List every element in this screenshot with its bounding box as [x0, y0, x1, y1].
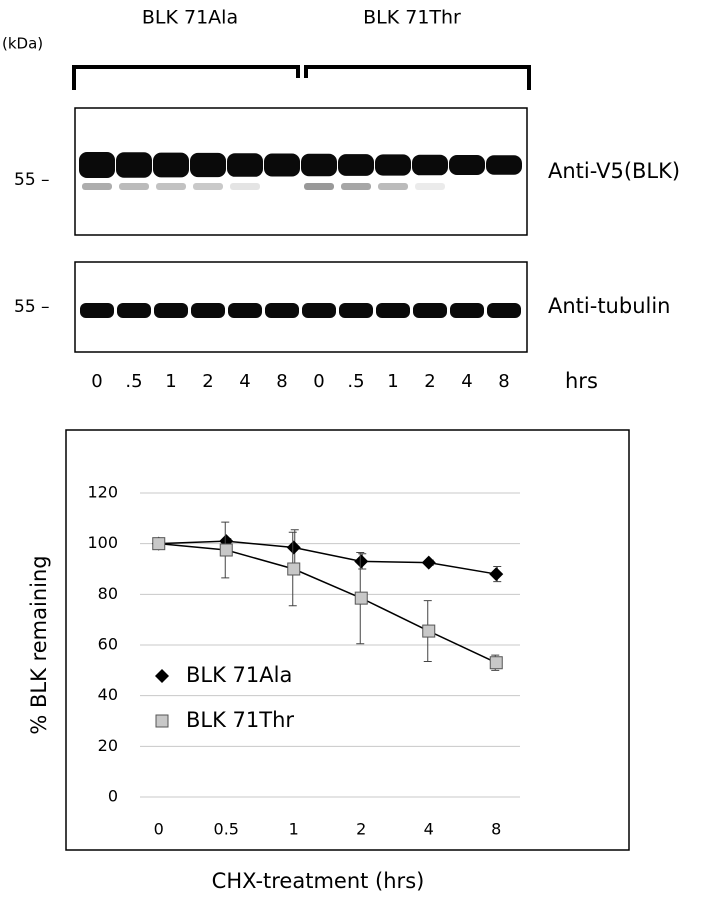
band	[117, 303, 151, 318]
band	[227, 153, 263, 177]
lane-label: 2	[202, 371, 213, 392]
lane-label: .5	[125, 371, 142, 392]
lane-label: 1	[387, 371, 398, 392]
marker-label: 55 –	[14, 297, 50, 317]
point	[422, 624, 436, 638]
y-tick-label: 80	[98, 584, 118, 603]
legend-marker	[155, 669, 169, 683]
band	[154, 303, 188, 318]
band	[80, 303, 114, 318]
band	[450, 303, 484, 318]
lane-label: .5	[347, 371, 364, 392]
band	[190, 152, 226, 178]
x-tick-label: 1	[289, 820, 299, 839]
x-tick-label: 0	[154, 820, 164, 839]
band	[486, 155, 522, 175]
line	[158, 542, 497, 664]
band	[412, 154, 448, 176]
point	[286, 540, 301, 555]
band	[191, 303, 225, 318]
antibody-label: Anti-tubulin	[548, 294, 670, 318]
lane-label: 4	[239, 371, 250, 392]
point	[354, 591, 368, 605]
y-tick-label: 20	[98, 736, 118, 755]
band	[116, 152, 152, 178]
y-axis-label: % BLK remaining	[27, 555, 51, 734]
band	[228, 303, 262, 318]
point	[489, 656, 503, 670]
chart-frame	[65, 429, 630, 851]
band	[375, 154, 411, 176]
band-faint	[415, 183, 445, 190]
point	[421, 555, 436, 570]
band	[79, 152, 115, 178]
lane-label: 2	[424, 371, 435, 392]
point	[219, 543, 233, 557]
marker-label: 55 –	[14, 170, 50, 190]
unit-label: (kDa)	[2, 35, 43, 53]
lane-label: 8	[498, 371, 509, 392]
line	[158, 540, 497, 575]
lane-label: 0	[91, 371, 102, 392]
x-axis-label: CHX-treatment (hrs)	[212, 869, 425, 893]
lane-label: 8	[276, 371, 287, 392]
x-tick-label: 4	[424, 820, 434, 839]
band	[338, 154, 374, 176]
band	[339, 303, 373, 318]
band	[302, 303, 336, 318]
band	[376, 303, 410, 318]
group-label: BLK 71Thr	[363, 7, 461, 29]
band-faint	[378, 183, 408, 190]
lane-label: 4	[461, 371, 472, 392]
band-faint	[230, 183, 260, 190]
antibody-label: Anti-V5(BLK)	[548, 159, 680, 183]
point	[489, 567, 504, 582]
x-tick-label: 2	[356, 820, 366, 839]
band	[413, 303, 447, 318]
x-tick-label: 0.5	[214, 820, 239, 839]
point	[152, 537, 166, 551]
band	[487, 303, 521, 318]
y-tick-label: 40	[98, 685, 118, 704]
lane-label: 1	[165, 371, 176, 392]
legend-label: BLK 71Thr	[186, 708, 294, 732]
band-faint	[341, 183, 371, 190]
group-label: BLK 71Ala	[142, 7, 238, 29]
x-tick-label: 8	[491, 820, 501, 839]
bracket	[72, 65, 531, 90]
band-faint	[304, 183, 334, 190]
band-faint	[156, 183, 186, 190]
legend-marker	[155, 714, 169, 728]
y-tick-label: 0	[108, 787, 118, 806]
lane-unit: hrs	[565, 369, 598, 393]
band	[264, 153, 300, 177]
y-tick-label: 100	[87, 533, 118, 552]
band	[265, 303, 299, 318]
y-tick-label: 60	[98, 635, 118, 654]
lane-label: 0	[313, 371, 324, 392]
band-faint	[119, 183, 149, 190]
band-faint	[82, 183, 112, 190]
legend-label: BLK 71Ala	[186, 663, 292, 687]
band	[153, 152, 189, 178]
point	[354, 554, 369, 569]
band-faint	[193, 183, 223, 190]
y-tick-label: 120	[87, 483, 118, 502]
point	[287, 562, 301, 576]
band	[301, 153, 337, 177]
band	[449, 155, 485, 175]
